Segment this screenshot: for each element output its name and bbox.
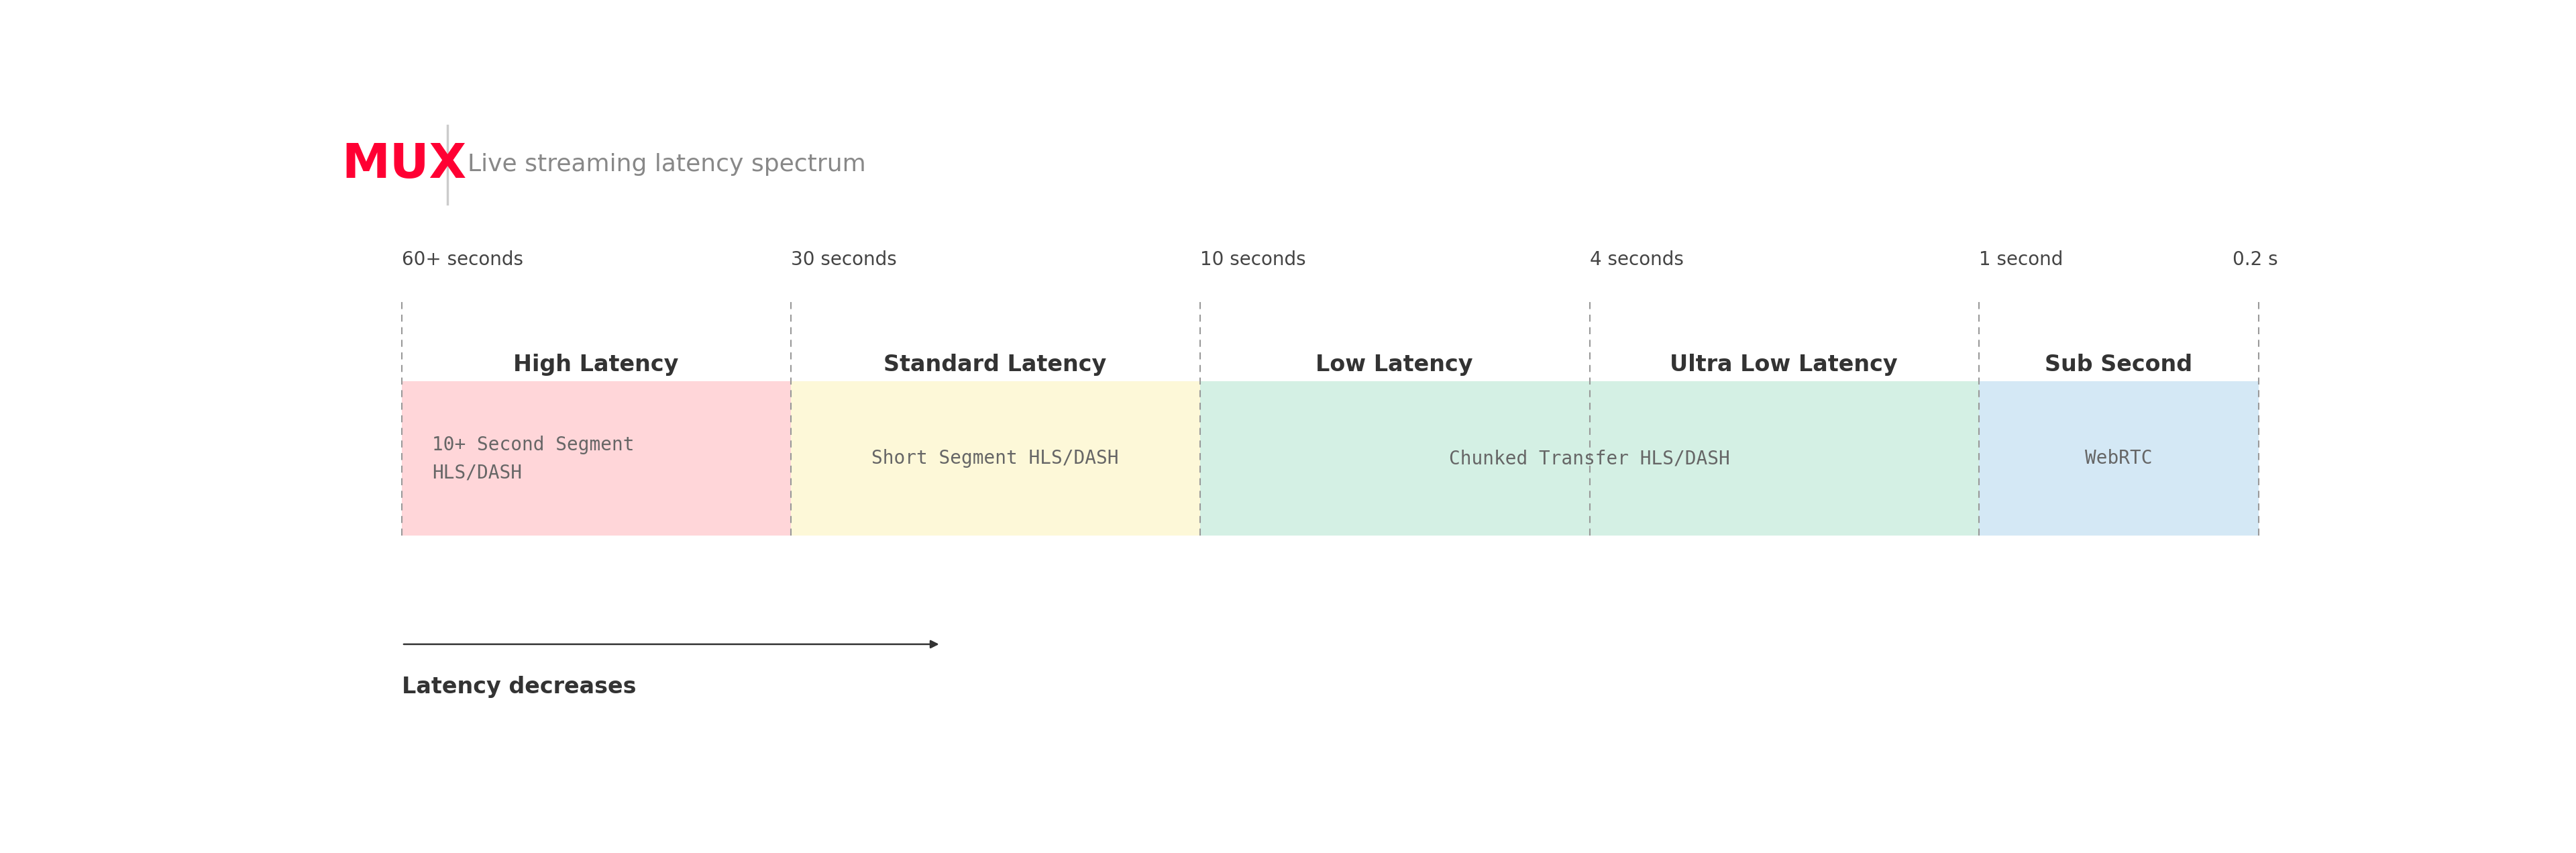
Text: Ultra Low Latency: Ultra Low Latency xyxy=(1669,354,1899,376)
Text: Sub Second: Sub Second xyxy=(2045,354,2192,376)
Text: Low Latency: Low Latency xyxy=(1316,354,1473,376)
Text: WebRTC: WebRTC xyxy=(2084,450,2154,468)
Text: MUX: MUX xyxy=(343,142,466,188)
Text: 0.2 s: 0.2 s xyxy=(2233,251,2277,270)
Text: 30 seconds: 30 seconds xyxy=(791,251,896,270)
Text: Chunked Transfer HLS/DASH: Chunked Transfer HLS/DASH xyxy=(1450,450,1731,468)
Text: 10 seconds: 10 seconds xyxy=(1200,251,1306,270)
Text: 1 second: 1 second xyxy=(1978,251,2063,270)
FancyBboxPatch shape xyxy=(402,381,791,536)
FancyBboxPatch shape xyxy=(1978,381,2259,536)
Text: Short Segment HLS/DASH: Short Segment HLS/DASH xyxy=(871,450,1118,468)
Text: 60+ seconds: 60+ seconds xyxy=(402,251,523,270)
Text: 4 seconds: 4 seconds xyxy=(1589,251,1685,270)
Text: Live streaming latency spectrum: Live streaming latency spectrum xyxy=(469,154,866,177)
Text: Latency decreases: Latency decreases xyxy=(402,676,636,698)
Text: Standard Latency: Standard Latency xyxy=(884,354,1105,376)
Text: High Latency: High Latency xyxy=(513,354,677,376)
FancyBboxPatch shape xyxy=(791,381,1200,536)
Text: 10+ Second Segment
HLS/DASH: 10+ Second Segment HLS/DASH xyxy=(433,436,634,482)
FancyBboxPatch shape xyxy=(1200,381,1978,536)
